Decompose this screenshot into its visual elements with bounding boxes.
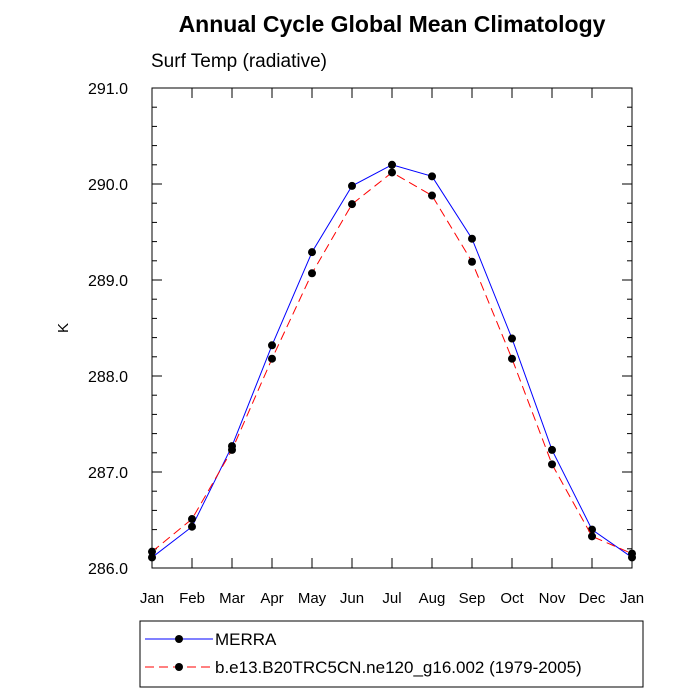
plot-frame <box>151 87 633 569</box>
x-tick-label: Dec <box>579 590 606 607</box>
data-point <box>268 354 276 363</box>
data-point <box>188 515 196 524</box>
data-point <box>228 445 236 454</box>
series-line-1 <box>151 171 633 555</box>
data-point <box>388 168 396 177</box>
data-point <box>388 160 396 169</box>
data-point <box>348 181 356 190</box>
legend-marker-1 <box>175 663 183 671</box>
x-tick-label: Jul <box>382 590 401 607</box>
data-point <box>148 547 156 556</box>
data-point <box>188 522 196 531</box>
series-lines <box>148 160 636 562</box>
data-point <box>428 191 436 200</box>
data-point <box>588 532 596 541</box>
data-point <box>428 172 436 181</box>
x-tick-label: Nov <box>539 590 566 607</box>
y-tick-label: 286.0 <box>88 561 128 578</box>
x-tick-label: May <box>298 590 327 607</box>
x-tick-label: Oct <box>500 590 524 607</box>
x-tick-label: Feb <box>179 590 205 607</box>
data-point <box>508 354 516 363</box>
data-point <box>548 445 556 454</box>
data-point <box>628 549 636 558</box>
data-point <box>308 269 316 278</box>
x-tick-label: Mar <box>219 590 245 607</box>
legend-label-0: MERRA <box>215 630 277 649</box>
data-point <box>548 460 556 469</box>
data-point <box>588 525 596 534</box>
x-tick-label: Aug <box>419 590 446 607</box>
y-tick-label: 290.0 <box>88 177 128 194</box>
data-point <box>308 248 316 257</box>
legend-box <box>139 620 644 688</box>
legend-marker-0 <box>175 635 183 643</box>
data-point <box>468 257 476 266</box>
x-tick-label: Jan <box>620 590 644 607</box>
x-tick-label: Jan <box>140 590 164 607</box>
legend: MERRA b.e13.B20TRC5CN.ne120_g16.002 (1979… <box>139 620 644 688</box>
data-point <box>508 334 516 343</box>
x-tick-label: Apr <box>260 590 283 607</box>
y-axis-label: K <box>55 323 72 333</box>
series-line-0 <box>151 164 633 558</box>
chart-title: Annual Cycle Global Mean Climatology <box>179 11 606 37</box>
y-tick-label: 289.0 <box>88 273 128 290</box>
data-point <box>468 234 476 243</box>
data-point <box>268 341 276 350</box>
x-tick-label: Jun <box>340 590 364 607</box>
x-tick-label: Sep <box>459 590 486 607</box>
y-tick-label: 288.0 <box>88 369 128 386</box>
axis-ticks: Jan Feb Mar Apr May Jun Jul Aug Sep Oct Nov Dec Jan 2… <box>88 81 644 607</box>
data-point <box>148 553 156 562</box>
data-point <box>348 200 356 209</box>
y-tick-label: 291.0 <box>88 81 128 98</box>
y-tick-label: 287.0 <box>88 465 128 482</box>
legend-label-1: b.e13.B20TRC5CN.ne120_g16.002 (1979-2005… <box>215 658 582 677</box>
chart-subtitle: Surf Temp (radiative) <box>151 51 327 72</box>
